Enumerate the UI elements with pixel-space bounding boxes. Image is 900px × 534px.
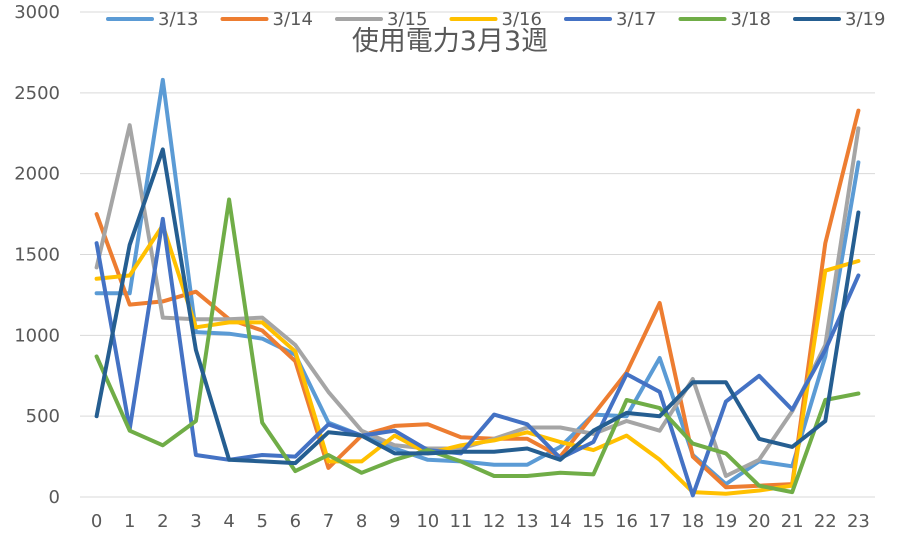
x-tick-label: 4 bbox=[223, 511, 234, 532]
series-line-3-16 bbox=[94, 223, 861, 496]
legend: 3/13 3/14 3/15 3/16 3/17 3/18 3/19 bbox=[106, 9, 885, 30]
y-tick-label: 1500 bbox=[14, 245, 60, 266]
x-tick-label: 8 bbox=[356, 511, 367, 532]
legend-item-3-15: 3/15 bbox=[335, 9, 427, 30]
x-tick-label: 19 bbox=[714, 511, 737, 532]
legend-label: 3/13 bbox=[158, 9, 198, 30]
x-tick-label: 13 bbox=[516, 511, 539, 532]
series-line-3-14 bbox=[94, 108, 861, 490]
legend-label: 3/17 bbox=[616, 9, 656, 30]
x-tick-label: 9 bbox=[389, 511, 400, 532]
x-axis-tick-labels: 0 1 2 3 4 5 6 7 8 9 10 11 12 13 14 15 16 17 18 19 20 21 22 23 bbox=[91, 511, 870, 532]
legend-item-3-13: 3/13 bbox=[106, 9, 198, 30]
grid-layer bbox=[80, 11, 875, 498]
x-tick-label: 2 bbox=[157, 511, 168, 532]
legend-label: 3/16 bbox=[502, 9, 542, 30]
x-tick-label: 21 bbox=[781, 511, 804, 532]
series-line-3-13 bbox=[94, 77, 861, 487]
y-tick-label: 3000 bbox=[14, 2, 60, 23]
legend-item-3-16: 3/16 bbox=[449, 9, 542, 30]
x-tick-label: 18 bbox=[681, 511, 704, 532]
x-tick-label: 22 bbox=[814, 511, 837, 532]
legend-item-3-18: 3/18 bbox=[678, 9, 771, 30]
chart-title: 使用電力3月3週 bbox=[352, 26, 548, 57]
legend-item-3-17: 3/17 bbox=[564, 9, 656, 30]
x-tick-label: 15 bbox=[582, 511, 605, 532]
series-line-3-19 bbox=[94, 147, 861, 466]
y-axis-tick-labels: 0 500 1000 1500 2000 2500 3000 bbox=[14, 2, 60, 508]
y-tick-label: 1000 bbox=[14, 325, 60, 346]
legend-label: 3/19 bbox=[845, 9, 885, 30]
legend-label: 3/15 bbox=[387, 9, 427, 30]
x-tick-label: 5 bbox=[256, 511, 267, 532]
legend-item-3-14: 3/14 bbox=[220, 9, 313, 30]
x-tick-label: 7 bbox=[323, 511, 334, 532]
x-tick-label: 12 bbox=[483, 511, 506, 532]
x-tick-label: 11 bbox=[449, 511, 472, 532]
y-tick-label: 500 bbox=[26, 406, 60, 427]
x-tick-label: 14 bbox=[549, 511, 572, 532]
x-tick-label: 1 bbox=[124, 511, 135, 532]
x-tick-label: 10 bbox=[416, 511, 439, 532]
x-tick-label: 17 bbox=[648, 511, 671, 532]
x-tick-label: 0 bbox=[91, 511, 102, 532]
x-tick-label: 6 bbox=[290, 511, 301, 532]
y-tick-label: 2000 bbox=[14, 164, 60, 185]
y-tick-label: 0 bbox=[49, 487, 60, 508]
series-line-3-18 bbox=[94, 197, 861, 495]
x-tick-label: 23 bbox=[847, 511, 870, 532]
series-layer bbox=[94, 77, 861, 498]
y-tick-label: 2500 bbox=[14, 83, 60, 104]
series-line-3-17 bbox=[94, 216, 861, 498]
x-tick-label: 20 bbox=[748, 511, 771, 532]
series-line-3-15 bbox=[94, 123, 861, 478]
legend-label: 3/18 bbox=[731, 9, 771, 30]
x-tick-label: 16 bbox=[615, 511, 638, 532]
x-tick-label: 3 bbox=[190, 511, 201, 532]
legend-item-3-19: 3/19 bbox=[793, 9, 885, 30]
legend-label: 3/14 bbox=[273, 9, 313, 30]
